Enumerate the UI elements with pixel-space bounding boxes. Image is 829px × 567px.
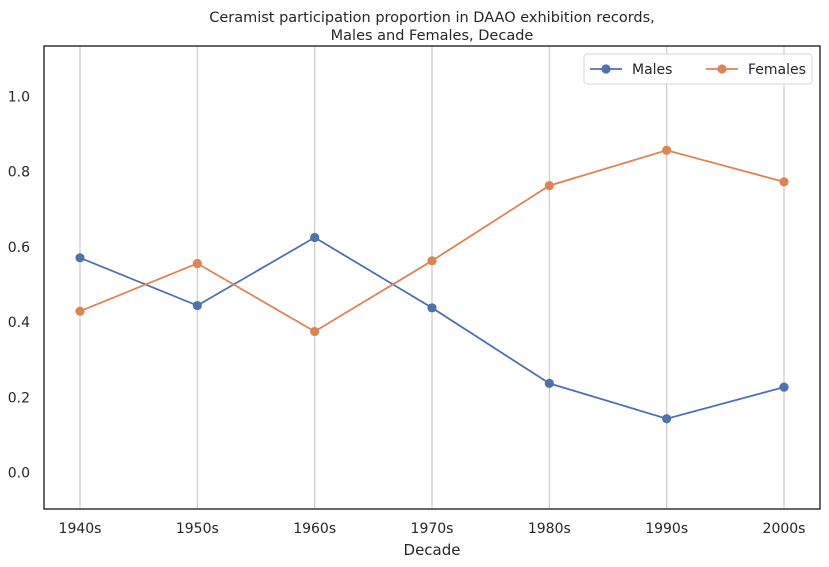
legend-box bbox=[583, 53, 813, 85]
data-point bbox=[779, 382, 789, 392]
data-point bbox=[544, 181, 554, 191]
data-point bbox=[310, 232, 320, 243]
legend-label: Females bbox=[748, 62, 806, 78]
legend-marker bbox=[601, 64, 611, 74]
y-tick-label: 1.0 bbox=[8, 90, 30, 106]
data-point bbox=[75, 253, 85, 263]
data-point bbox=[779, 177, 789, 187]
x-tick-labels: 1940s 1950s 1960s 1970s 1980s 1990s 2000s bbox=[59, 521, 806, 537]
x-tick-label: 1960s bbox=[293, 521, 336, 537]
data-point bbox=[662, 414, 672, 424]
x-tick-label: 1950s bbox=[176, 521, 219, 537]
chart-title-line-1: Ceramist participation proportion in DAA… bbox=[209, 10, 655, 26]
data-point bbox=[427, 256, 437, 266]
grid-lines bbox=[79, 46, 785, 509]
x-tick-label: 1990s bbox=[645, 521, 688, 537]
data-point bbox=[75, 306, 85, 316]
data-point bbox=[192, 300, 202, 311]
x-tick-label: 1980s bbox=[528, 521, 571, 537]
y-tick-label: 0.4 bbox=[8, 315, 30, 331]
x-axis-label: Decade bbox=[404, 541, 461, 559]
legend: Males Females bbox=[583, 53, 813, 85]
data-point bbox=[544, 378, 554, 388]
plot-frame bbox=[43, 45, 821, 510]
y-tick-label: 0.0 bbox=[8, 466, 30, 482]
y-tick-label: 0.8 bbox=[8, 165, 30, 181]
legend-label: Males bbox=[632, 62, 672, 78]
chart-title-line-2: Males and Females, Decade bbox=[331, 28, 534, 44]
x-tick-label: 1970s bbox=[411, 521, 454, 537]
legend-entry: Males bbox=[590, 62, 672, 78]
series-males bbox=[75, 232, 789, 424]
legend-entry: Females bbox=[706, 62, 806, 78]
y-tick-label: 0.2 bbox=[8, 390, 30, 406]
y-tick-labels: 0.0 0.2 0.4 0.6 0.8 1.0 bbox=[8, 90, 30, 482]
legend-marker bbox=[717, 64, 727, 74]
data-point bbox=[427, 303, 437, 313]
series-lines bbox=[75, 145, 789, 424]
data-point bbox=[310, 326, 320, 337]
y-tick-label: 0.6 bbox=[8, 240, 30, 256]
data-point bbox=[662, 145, 672, 155]
data-point bbox=[192, 258, 202, 269]
x-tick-label: 1940s bbox=[59, 521, 102, 537]
x-tick-label: 2000s bbox=[763, 521, 806, 537]
series-females bbox=[75, 145, 789, 337]
